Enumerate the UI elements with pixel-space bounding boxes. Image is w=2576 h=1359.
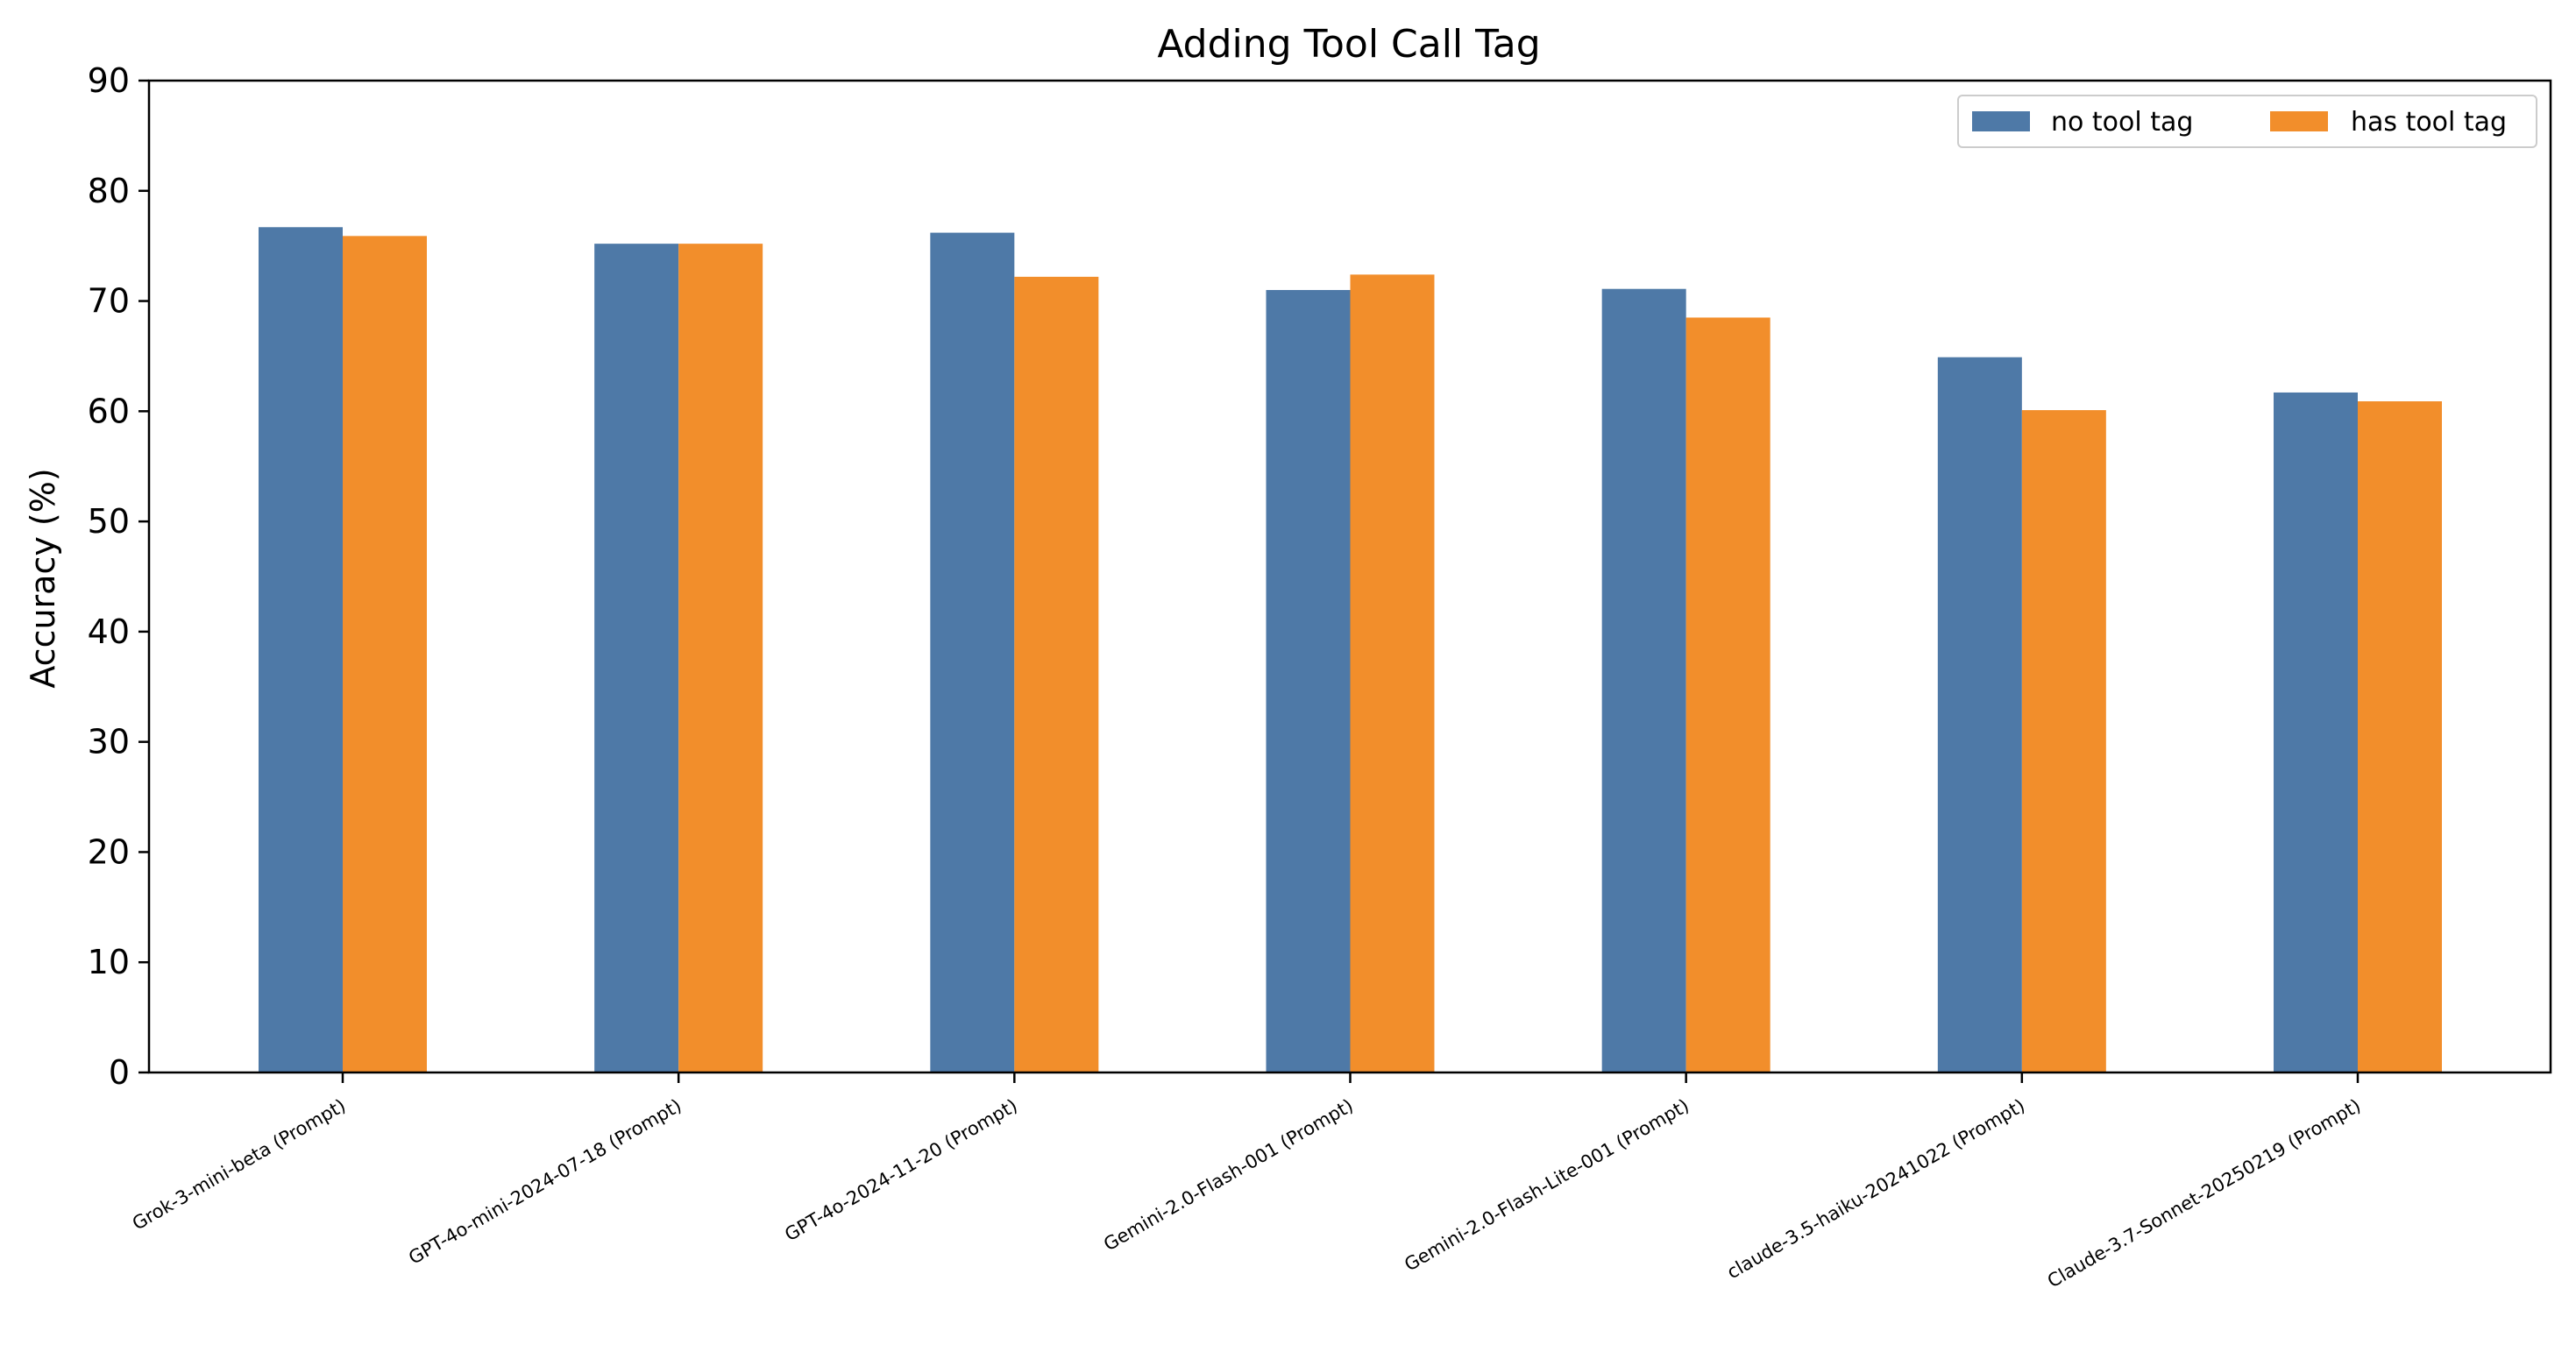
bar-no-tool-tag-1 [594, 244, 679, 1072]
y-tick-label-2: 20 [88, 832, 130, 871]
y-tick-label-8: 80 [88, 172, 130, 210]
bar-no-tool-tag-6 [2274, 392, 2358, 1072]
x-tick-label-5: claude-3.5-haiku-20241022 (Prompt) [1723, 1095, 2028, 1284]
y-tick-label-0: 0 [109, 1053, 130, 1092]
bar-has-tool-tag-5 [2021, 410, 2106, 1072]
y-axis-label: Accuracy (%) [24, 468, 62, 688]
legend: no tool tag has tool tag [1957, 95, 2537, 148]
bar-has-tool-tag-1 [678, 244, 763, 1072]
x-tick-label-2: GPT-4o-2024-11-20 (Prompt) [781, 1095, 1021, 1246]
y-tick-label-3: 30 [88, 723, 130, 761]
legend-box [1957, 95, 2537, 148]
bar-has-tool-tag-0 [343, 236, 427, 1072]
x-tick-label-4: Gemini-2.0-Flash-Lite-001 (Prompt) [1401, 1095, 1692, 1276]
bar-has-tool-tag-2 [1014, 276, 1099, 1073]
legend-label-has-tool-tag: has tool tag [2351, 107, 2507, 138]
y-tick-label-7: 70 [88, 282, 130, 321]
bar-no-tool-tag-5 [1937, 357, 2022, 1072]
x-tick-label-6: Claude-3.7-Sonnet-20250219 (Prompt) [2044, 1095, 2365, 1292]
bar-has-tool-tag-6 [2358, 401, 2442, 1073]
y-tick-label-1: 10 [88, 943, 130, 981]
bar-has-tool-tag-3 [1350, 274, 1435, 1072]
y-tick-label-6: 60 [88, 392, 130, 430]
bar-no-tool-tag-0 [259, 227, 343, 1073]
y-tick-label-9: 90 [88, 61, 130, 100]
y-tick-label-5: 50 [88, 502, 130, 541]
legend-swatch-has-tool-tag [2270, 111, 2328, 131]
bar-no-tool-tag-2 [930, 232, 1015, 1072]
bar-no-tool-tag-4 [1601, 288, 1686, 1073]
legend-swatch-no-tool-tag [1972, 111, 2030, 131]
y-tick-label-4: 40 [88, 612, 130, 651]
chart-title: Adding Tool Call Tag [1157, 22, 1540, 67]
legend-label-no-tool-tag: no tool tag [2051, 107, 2193, 138]
bar-no-tool-tag-3 [1266, 289, 1351, 1072]
bars-layer [259, 227, 2442, 1073]
x-tick-label-3: Gemini-2.0-Flash-001 (Prompt) [1100, 1095, 1357, 1256]
bar-has-tool-tag-4 [1685, 317, 1771, 1072]
x-tick-label-1: GPT-4o-mini-2024-07-18 (Prompt) [405, 1095, 685, 1269]
x-tick-label-0: Grok-3-mini-beta (Prompt) [129, 1095, 350, 1235]
